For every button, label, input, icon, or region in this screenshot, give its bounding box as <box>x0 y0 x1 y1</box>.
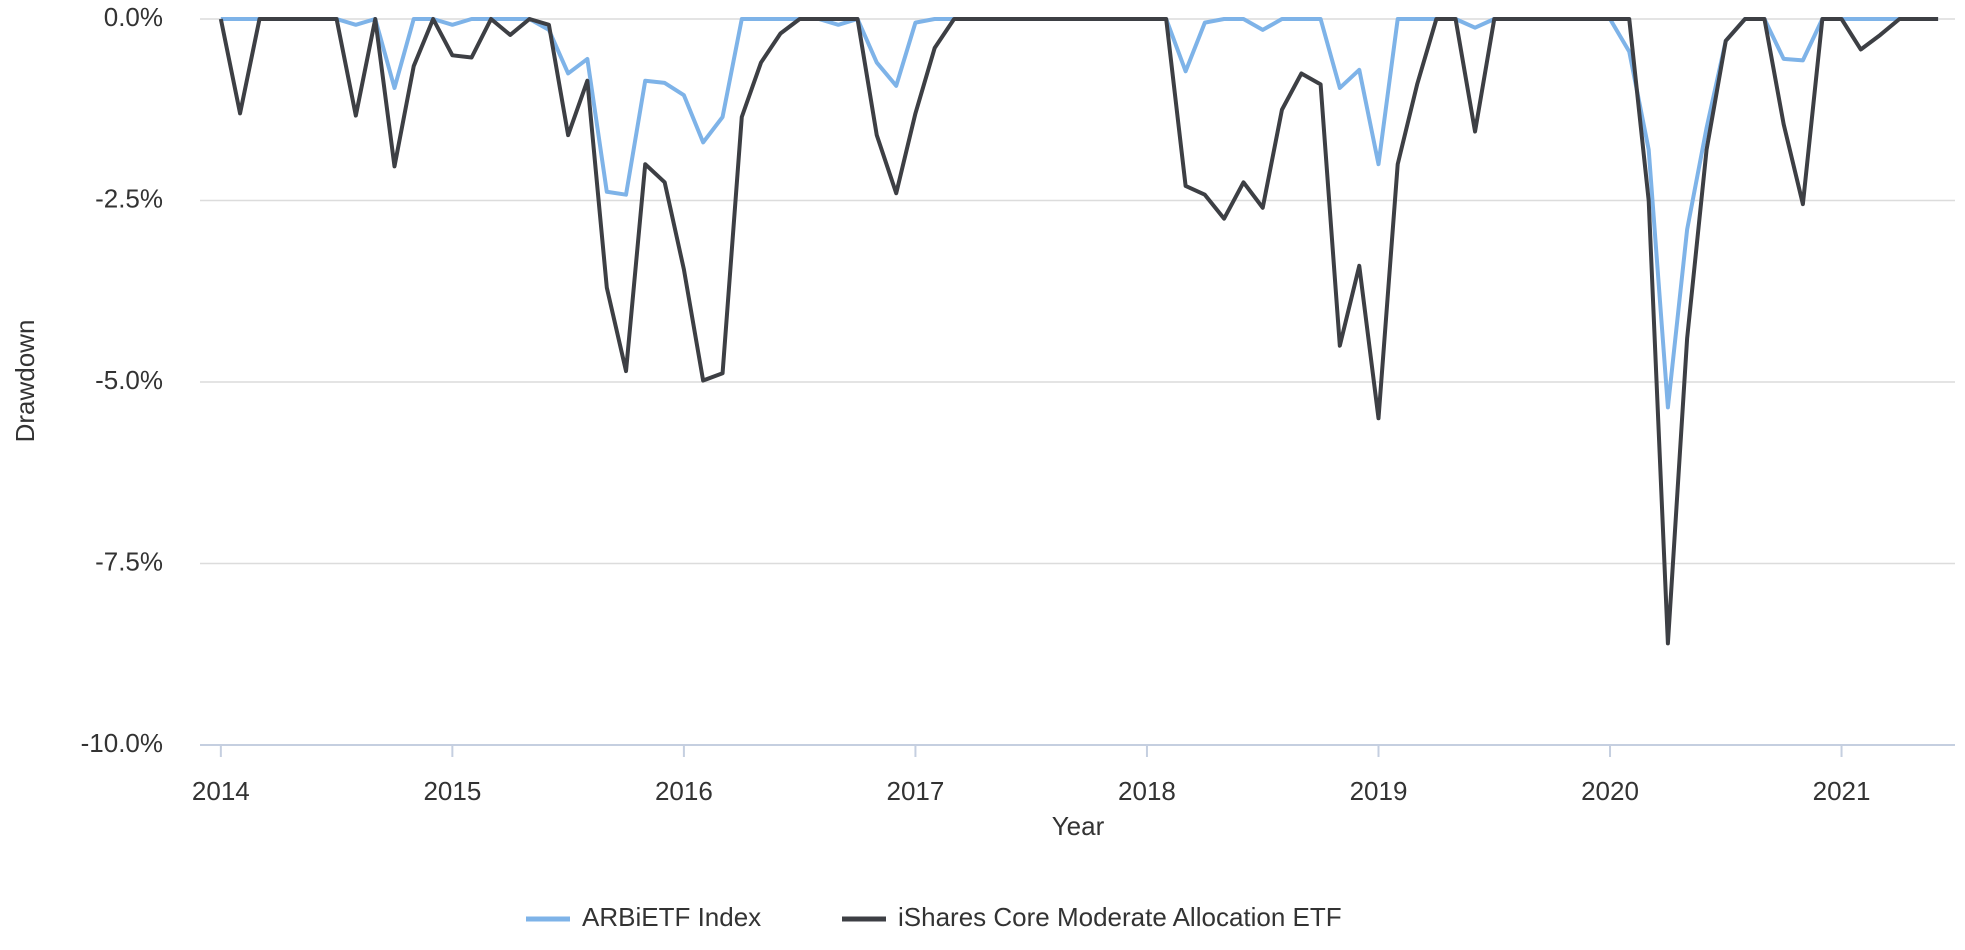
x-tick-label: 2017 <box>887 776 945 806</box>
x-tick-label: 2015 <box>423 776 481 806</box>
x-tick-label: 2014 <box>192 776 250 806</box>
x-axis-label: Year <box>1052 811 1105 841</box>
x-tick-label: 2020 <box>1581 776 1639 806</box>
y-tick-label: 0.0% <box>104 2 163 32</box>
legend-label: iShares Core Moderate Allocation ETF <box>898 902 1342 932</box>
y-tick-label: -10.0% <box>81 728 163 758</box>
y-tick-label: -7.5% <box>95 546 163 576</box>
x-tick-label: 2021 <box>1813 776 1871 806</box>
series-line <box>220 17 1939 410</box>
series-line <box>218 17 1939 646</box>
y-tick-label: -2.5% <box>95 183 163 213</box>
x-tick-label: 2016 <box>655 776 713 806</box>
x-tick-label: 2018 <box>1118 776 1176 806</box>
legend-label: ARBiETF Index <box>582 902 761 932</box>
y-axis-label: Drawdown <box>10 320 40 443</box>
y-tick-label: -5.0% <box>95 365 163 395</box>
x-tick-label: 2019 <box>1350 776 1408 806</box>
